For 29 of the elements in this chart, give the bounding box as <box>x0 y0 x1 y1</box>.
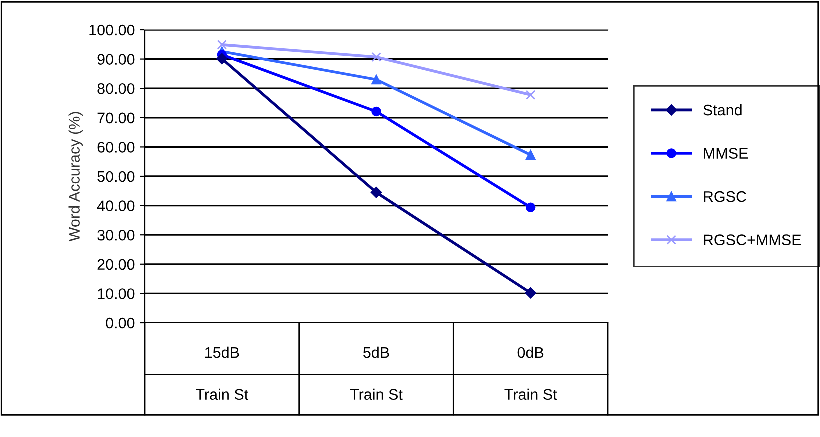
y-tick-label: 70.00 <box>98 112 135 124</box>
point <box>216 53 228 65</box>
legend-label: MMSE <box>704 148 748 159</box>
category-label: 0dB Train St <box>504 346 558 400</box>
y-tick-label: 100.00 <box>90 24 135 36</box>
point <box>525 288 536 299</box>
legend-label: Stand <box>704 104 742 116</box>
point <box>372 52 382 62</box>
point <box>526 150 536 160</box>
y-tick-label: 40.00 <box>97 200 135 212</box>
y-tick-label: 80.00 <box>98 83 135 94</box>
category-label: 5dB Train St <box>350 346 403 400</box>
y-tick-label: 0.00 <box>106 318 135 329</box>
point <box>217 40 228 50</box>
point <box>526 90 536 100</box>
point <box>370 187 382 198</box>
y-tick-label: 10.00 <box>98 288 135 300</box>
legend-label: RGSC+MMSE <box>704 234 802 246</box>
y-tick-label: 30.00 <box>98 230 135 241</box>
point <box>372 74 382 85</box>
legend-label: RGSC <box>704 191 746 202</box>
y-axis-title: Word Accuracy (%) <box>68 112 83 242</box>
point <box>526 202 536 212</box>
y-tick-label: 60.00 <box>98 142 135 153</box>
y-tick-label: 50.00 <box>98 171 135 182</box>
category-label: 15dB Train St <box>196 346 249 400</box>
y-tick-label: 90.00 <box>98 54 135 65</box>
point <box>372 106 382 117</box>
y-tick-label: 20.00 <box>98 259 135 270</box>
